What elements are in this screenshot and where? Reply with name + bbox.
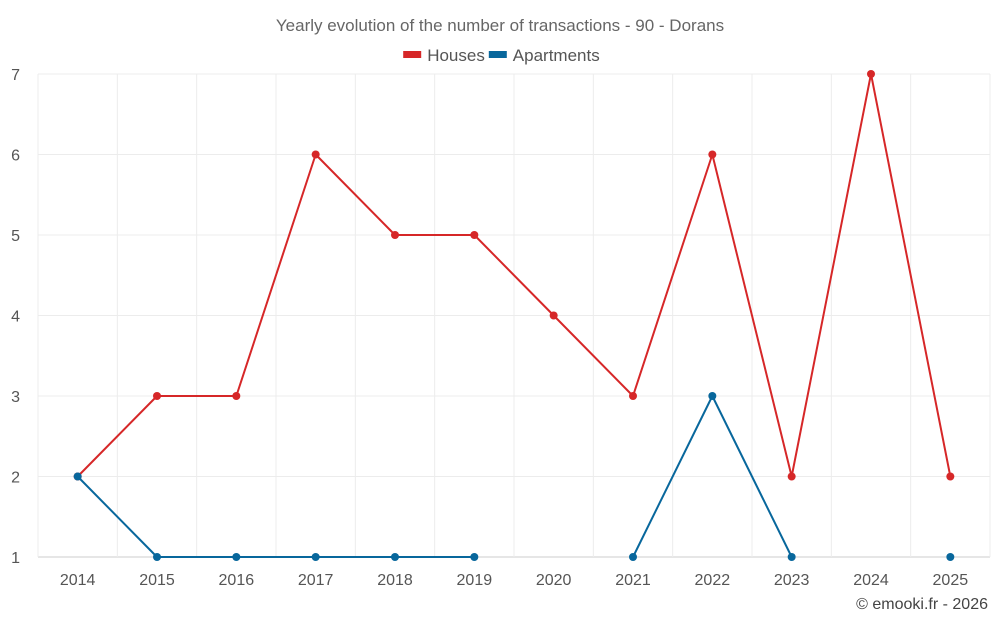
- legend-item-houses[interactable]: Houses: [403, 46, 485, 65]
- data-point-apartments[interactable]: [946, 553, 955, 561]
- series-line-houses: [76, 73, 952, 478]
- series-houses: [73, 70, 955, 481]
- y-tick-label: 5: [11, 228, 20, 245]
- y-axis-ticks: 1 2 3 4 5 6 7: [11, 67, 20, 567]
- data-point-houses[interactable]: [629, 392, 637, 400]
- y-tick-label: 7: [11, 67, 20, 84]
- y-tick-label: 1: [11, 550, 20, 567]
- legend-swatch: [403, 51, 422, 58]
- x-axis-ticks: 2014 2015 2016 2017 2018 2019 2020 2021 2022 2023…: [60, 572, 968, 589]
- x-tick-label: 2022: [695, 572, 731, 589]
- x-tick-label: 2025: [933, 572, 969, 589]
- legend-swatch: [488, 51, 507, 58]
- legend-label: Houses: [427, 46, 485, 65]
- data-point-houses[interactable]: [391, 231, 399, 239]
- data-point-apartments[interactable]: [629, 553, 637, 561]
- data-point-houses[interactable]: [311, 150, 320, 159]
- chart-title: Yearly evolution of the number of transa…: [276, 16, 724, 35]
- data-point-apartments[interactable]: [391, 553, 399, 561]
- data-point-houses[interactable]: [232, 392, 241, 400]
- y-tick-label: 6: [11, 148, 20, 165]
- y-tick-label: 3: [11, 389, 20, 406]
- data-point-houses[interactable]: [708, 150, 717, 159]
- credit-text: © emooki.fr - 2026: [856, 596, 988, 613]
- series-layer: [73, 70, 955, 561]
- y-tick-label: 2: [11, 470, 20, 487]
- data-point-houses[interactable]: [787, 472, 796, 481]
- data-point-apartments[interactable]: [153, 553, 161, 561]
- legend: Houses Apartments: [403, 46, 600, 65]
- grid: [37, 73, 991, 558]
- series-apartments: [73, 392, 955, 561]
- x-tick-label: 2020: [536, 572, 572, 589]
- x-tick-label: 2018: [377, 572, 413, 589]
- x-tick-label: 2014: [60, 572, 96, 589]
- data-point-apartments[interactable]: [311, 553, 320, 561]
- series-line-apartments: [76, 475, 475, 558]
- x-tick-label: 2024: [853, 572, 889, 589]
- x-tick-label: 2019: [457, 572, 493, 589]
- x-tick-label: 2017: [298, 572, 334, 589]
- data-point-houses[interactable]: [153, 392, 161, 400]
- data-point-houses[interactable]: [867, 70, 875, 78]
- data-point-apartments[interactable]: [470, 553, 479, 561]
- data-point-apartments[interactable]: [708, 392, 717, 400]
- legend-label: Apartments: [513, 46, 600, 65]
- data-point-apartments[interactable]: [232, 553, 241, 561]
- data-point-houses[interactable]: [470, 231, 479, 239]
- x-tick-label: 2016: [219, 572, 255, 589]
- x-tick-label: 2021: [615, 572, 651, 589]
- data-point-houses[interactable]: [946, 472, 955, 481]
- y-tick-label: 4: [11, 309, 20, 326]
- data-point-houses[interactable]: [549, 311, 558, 320]
- data-point-apartments[interactable]: [73, 472, 82, 481]
- x-tick-label: 2023: [774, 572, 810, 589]
- data-point-apartments[interactable]: [787, 553, 796, 561]
- x-tick-label: 2015: [139, 572, 175, 589]
- legend-item-apartments[interactable]: Apartments: [488, 46, 600, 65]
